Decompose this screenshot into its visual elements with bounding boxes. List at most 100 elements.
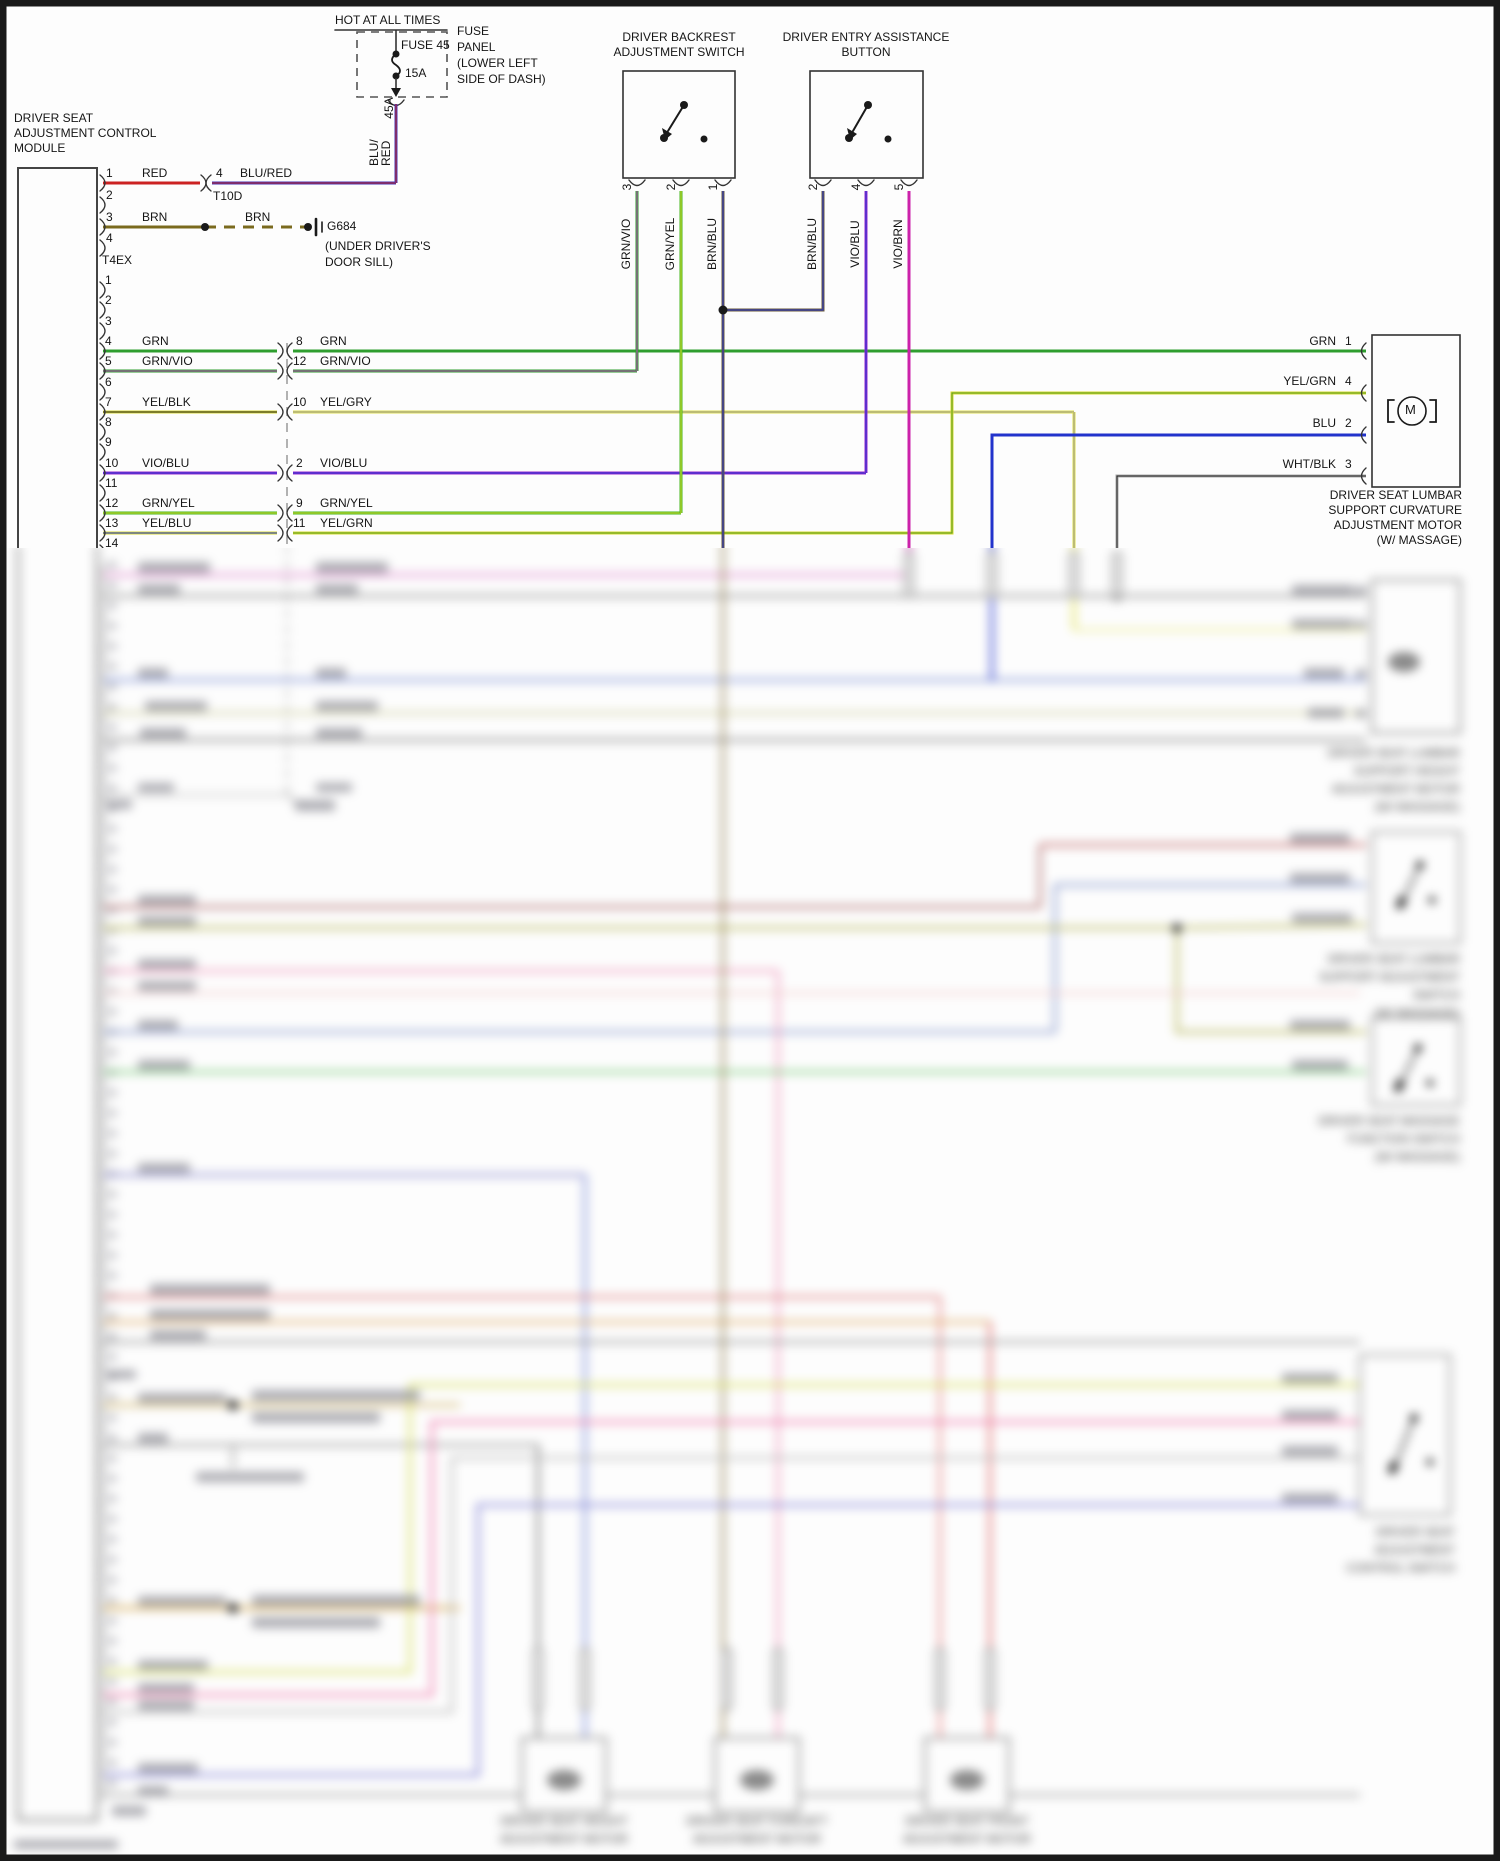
row-right-label: GRN [320, 334, 347, 348]
fuse-panel-label-4: SIDE OF DASH) [457, 72, 546, 86]
caption-line: CONTROL SWITCH [1346, 1561, 1455, 1575]
row-right-label: VIO/BLU [320, 456, 368, 470]
caption-line: (W/ MASSAGE) [1374, 800, 1460, 814]
motor-wire-label: GRN [1309, 334, 1336, 348]
caption-line: ADJUSTMENT MOTOR [1331, 782, 1460, 796]
module-pin-number: 5 [105, 354, 112, 368]
module-pin-number: 9 [105, 435, 112, 449]
module-pin-number: 12 [105, 496, 119, 510]
vertical-wire-label: VIO/BRN [891, 219, 905, 269]
blurred-bottom-motor2-caption: DRIVER SEAT FORE/AFT ADJUSTMENT MOTOR [657, 1812, 857, 1848]
module-title-3: MODULE [14, 141, 66, 155]
caption-line: ADJUSTMENT MOTOR [499, 1832, 629, 1846]
blurred-switch1-caption: DRIVER SEAT LUMBAR SUPPORT ADJUSTMENT SW… [1240, 950, 1460, 1022]
module-pin-number: 1 [105, 273, 112, 287]
caption-line: DRIVER SEAT FORE/AFT [686, 1814, 828, 1828]
row-conn-number: 8 [296, 334, 303, 348]
wire-label-blu-red: BLU/RED [240, 166, 293, 180]
blurred-switch3-caption: DRIVER SEAT ADJUSTMENT CONTROL SWITCH [1235, 1523, 1455, 1577]
ground-note-1: (UNDER DRIVER'S [325, 239, 431, 253]
row-conn-number: 10 [293, 395, 307, 409]
module-connector1-label: T4EX [102, 253, 133, 267]
fuse-panel-label-3: (LOWER LEFT [457, 56, 538, 70]
row-conn-number: 11 [293, 516, 306, 530]
vertical-wire-label: VIO/BLU [848, 220, 862, 268]
row-right-label: GRN/VIO [320, 354, 371, 368]
row-left-label: YEL/BLU [142, 516, 192, 530]
row-conn-number: 12 [293, 354, 307, 368]
vertical-wire-label: GRN/YEL [663, 217, 677, 271]
fuse-amps-label: 15A [405, 66, 427, 80]
motor-pin-number: 4 [1345, 374, 1352, 388]
motor-pin-number: 3 [1345, 457, 1352, 471]
wire-label-brn: BRN [142, 210, 168, 224]
hot-at-all-times-label: HOT AT ALL TIMES [335, 13, 441, 27]
motor-pin-number: 2 [1345, 416, 1352, 430]
row-right-label: YEL/GRN [320, 516, 373, 530]
caption-line: DRIVER SEAT MASSAGE [1318, 1114, 1460, 1128]
module-title-2: ADJUSTMENT CONTROL [14, 126, 157, 140]
blurred-bottom-motor3-caption: DRIVER SEAT FRONT ADJUSTMENT MOTOR [867, 1812, 1067, 1848]
caption-line: DRIVER SEAT LUMBAR [1327, 746, 1460, 760]
vertical-wire-label: BRN/BLU [705, 218, 719, 271]
blurred-bottom-motor1-caption: DRIVER SEAT HEIGHT ADJUSTMENT MOTOR [464, 1812, 664, 1848]
caption-line: DRIVER SEAT LUMBAR [1327, 952, 1460, 966]
module-pin-number: 1 [106, 166, 113, 180]
row-conn-number: 9 [296, 496, 303, 510]
row-conn-number: 2 [296, 456, 303, 470]
module-pin-number: 11 [105, 476, 118, 490]
fuse-panel-label-2: PANEL [457, 40, 496, 54]
caption-line: SWITCH [1412, 988, 1460, 1002]
motor-caption-1: DRIVER SEAT LUMBAR [1329, 488, 1462, 502]
blurred-region: DRIVER SEAT LUMBAR SUPPORT HEIGHT ADJUST… [7, 548, 1493, 1854]
caption-line: SUPPORT ADJUSTMENT [1319, 970, 1460, 984]
motor-caption-2: SUPPORT CURVATURE [1328, 503, 1462, 517]
entry-button-title-1: DRIVER ENTRY ASSISTANCE [782, 30, 950, 44]
motor-caption-3: ADJUSTMENT MOTOR [1333, 518, 1462, 532]
row-right-label: YEL/GRY [320, 395, 372, 409]
caption-line: DRIVER SEAT [1375, 1525, 1455, 1539]
module-pin-number: 2 [105, 293, 112, 307]
blurred-motor2-caption: DRIVER SEAT LUMBAR SUPPORT HEIGHT ADJUST… [1240, 744, 1460, 816]
row-left-label: GRN/VIO [142, 354, 193, 368]
module-pin-number: 6 [105, 375, 112, 389]
module-pin-number: 3 [106, 210, 113, 224]
caption-line: SUPPORT HEIGHT [1353, 764, 1460, 778]
motor-pin-number: 1 [1345, 334, 1352, 348]
module-pin-number: 2 [106, 188, 113, 202]
fuse-panel-label-1: FUSE [457, 24, 490, 38]
module-pin-number: 13 [105, 516, 119, 530]
module-pin-number: 7 [105, 395, 112, 409]
motor-wire-label: BLU [1312, 416, 1336, 430]
caption-line: (W/ MASSAGE) [1374, 1006, 1460, 1020]
caption-line: DRIVER SEAT FRONT [905, 1814, 1029, 1828]
fuse-name-label: FUSE 45 [401, 38, 450, 52]
vertical-wire-label: BRN/BLU [805, 218, 819, 271]
watermark-blob [14, 1840, 118, 1849]
module-pin-number: 10 [105, 456, 119, 470]
entry-button-title-2: BUTTON [841, 45, 891, 59]
motor-wire-label: WHT/BLK [1282, 457, 1336, 471]
caption-line: ADJUSTMENT MOTOR [902, 1832, 1032, 1846]
ground-name-label: G684 [327, 219, 357, 233]
motor-caption-4: (W/ MASSAGE) [1376, 533, 1462, 547]
motor-symbol: M [1405, 402, 1416, 417]
fuse-wire-color-line2: RED [379, 140, 393, 166]
caption-line: (W/ MASSAGE) [1374, 1150, 1460, 1164]
caption-line: DRIVER SEAT HEIGHT [500, 1814, 628, 1828]
blurred-wiring-layer [17, 548, 1461, 1821]
row-right-label: GRN/YEL [320, 496, 373, 510]
t10d-pin-number: 4 [216, 166, 223, 180]
module-pin-number: 14 [105, 536, 119, 550]
module-pin-number: 3 [105, 314, 112, 328]
wire-label-brn-2: BRN [245, 210, 271, 224]
vertical-wire-label: GRN/VIO [619, 218, 633, 270]
t10d-connector-label: T10D [213, 189, 243, 203]
caption-line: FUNCTION SWITCH [1347, 1132, 1460, 1146]
row-left-label: GRN [142, 334, 169, 348]
backrest-switch-title-1: DRIVER BACKREST [622, 30, 736, 44]
module-pin-number: 4 [106, 231, 113, 245]
module-title-1: DRIVER SEAT [14, 111, 94, 125]
motor-wire-label: YEL/GRN [1283, 374, 1336, 388]
